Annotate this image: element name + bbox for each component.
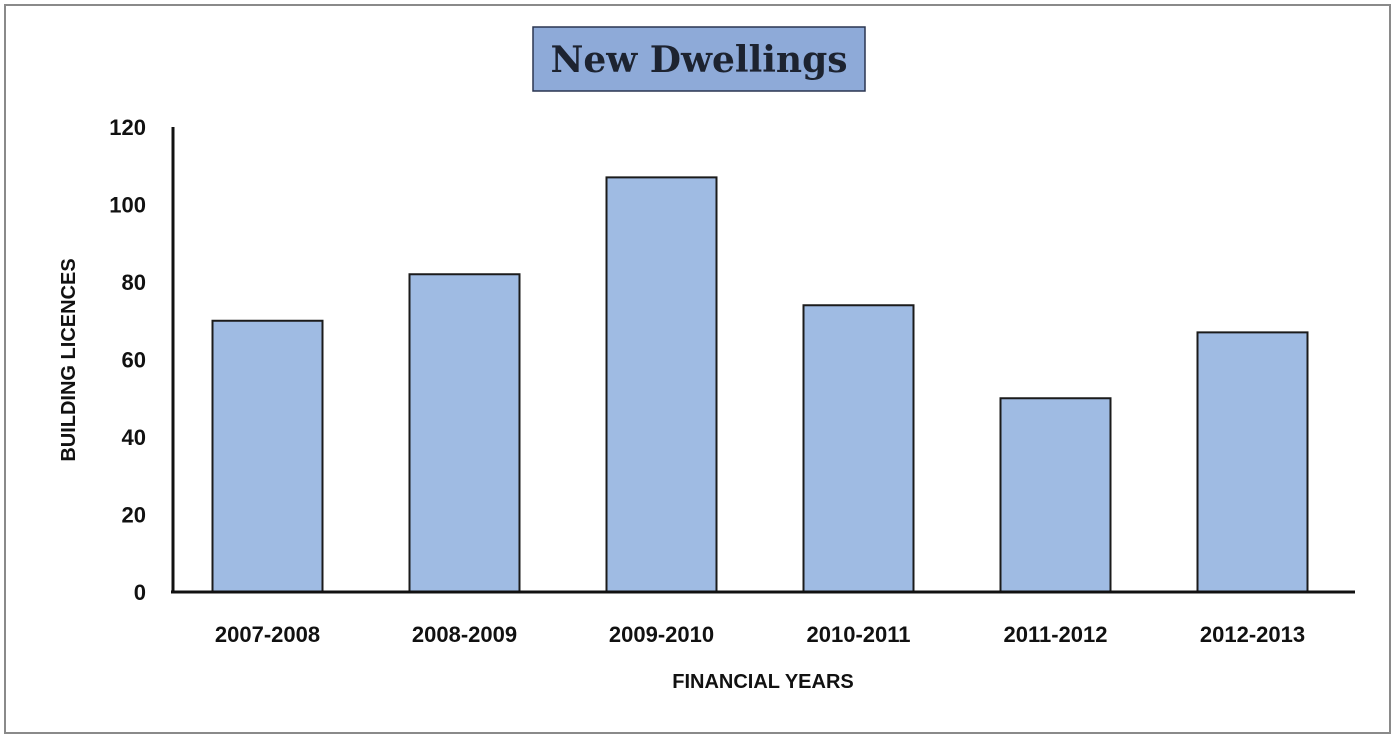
y-tick-label: 0 xyxy=(134,580,146,605)
x-axis-ticks: 2007-2008 2008-2009 2009-2010 2010-2011 2011… xyxy=(215,622,1305,647)
bars xyxy=(211,176,1309,593)
bar-2007-2008 xyxy=(211,319,324,593)
chart-title-box xyxy=(532,26,866,92)
y-tick-label: 80 xyxy=(122,270,146,295)
y-axis-label: BUILDING LICENCES xyxy=(58,258,80,461)
y-axis-ticks: 0 20 40 60 80 100 120 xyxy=(109,115,146,605)
y-tick-label: 120 xyxy=(109,115,146,140)
x-tick-label: 2012-2013 xyxy=(1200,622,1305,647)
bar-2008-2009 xyxy=(408,273,521,593)
x-axis-label: FINANCIAL YEARS xyxy=(672,671,854,693)
chart-title-text: New Dwellings xyxy=(550,39,847,81)
bar-2010-2011 xyxy=(802,304,915,593)
x-tick-label: 2010-2011 xyxy=(807,622,911,647)
bar-2011-2012 xyxy=(999,397,1112,593)
x-tick-label: 2009-2010 xyxy=(609,622,714,647)
y-tick-label: 100 xyxy=(109,193,146,218)
bar-2009-2010 xyxy=(605,176,718,593)
x-tick-label: 2011-2012 xyxy=(1004,622,1108,647)
chart-title: New Dwellings xyxy=(532,26,866,92)
x-tick-label: 2008-2009 xyxy=(412,622,517,647)
y-tick-label: 60 xyxy=(122,348,146,373)
y-tick-label: 20 xyxy=(122,503,146,528)
x-tick-label: 2007-2008 xyxy=(215,622,320,647)
bar-2012-2013 xyxy=(1196,331,1309,593)
y-tick-label: 40 xyxy=(122,425,146,450)
